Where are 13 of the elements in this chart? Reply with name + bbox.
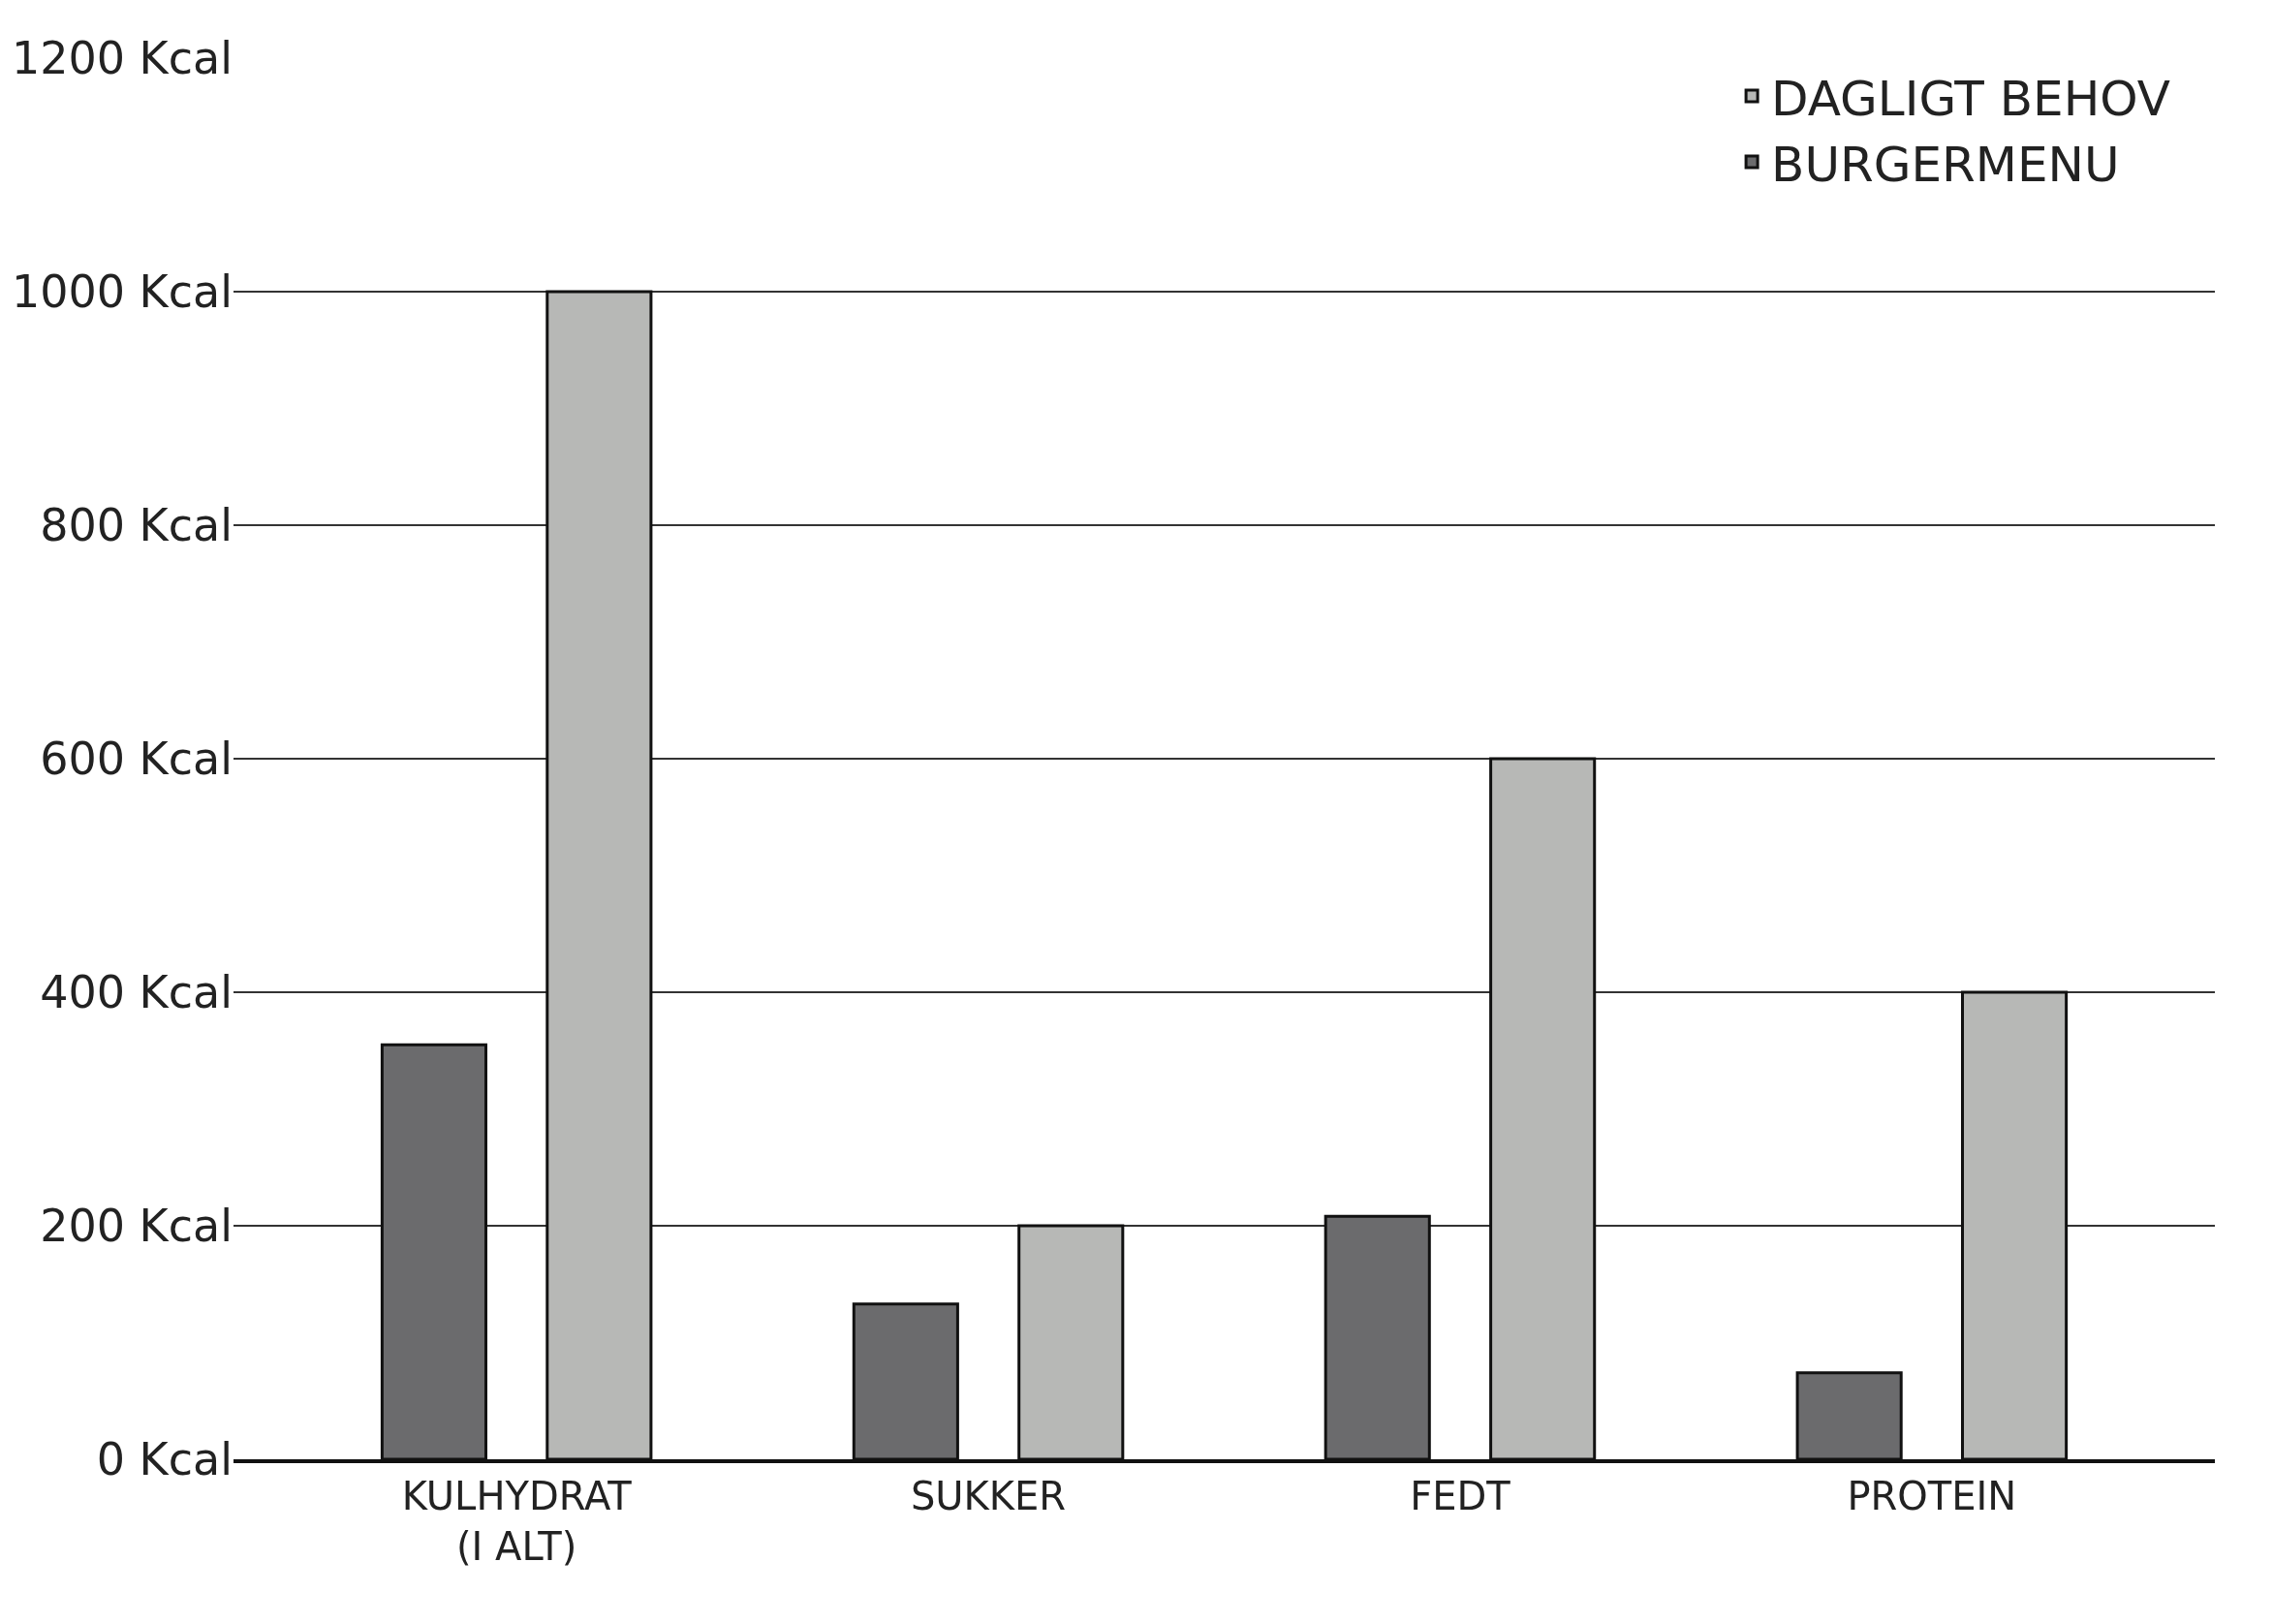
x-tick-label: FEDT	[1410, 1474, 1511, 1518]
legend-label: DAGLIGT BEHOV	[1771, 70, 2170, 127]
y-tick-label: 1000 Kcal	[11, 265, 233, 319]
y-tick-label: 800 Kcal	[40, 499, 233, 552]
x-tick-label: SUKKER	[910, 1474, 1067, 1518]
y-tick-label: 400 Kcal	[40, 966, 233, 1019]
x-tick-label: PROTEIN	[1847, 1474, 2017, 1518]
y-tick-label: 1200 Kcal	[11, 32, 233, 85]
y-tick-label: 200 Kcal	[40, 1200, 233, 1253]
legend-label: BURGERMENU	[1771, 136, 2120, 193]
y-tick-label: 600 Kcal	[40, 733, 233, 786]
x-tick-label: KULHYDRAT (I ALT)	[401, 1474, 633, 1569]
y-tick-label: 0 Kcal	[96, 1433, 233, 1486]
